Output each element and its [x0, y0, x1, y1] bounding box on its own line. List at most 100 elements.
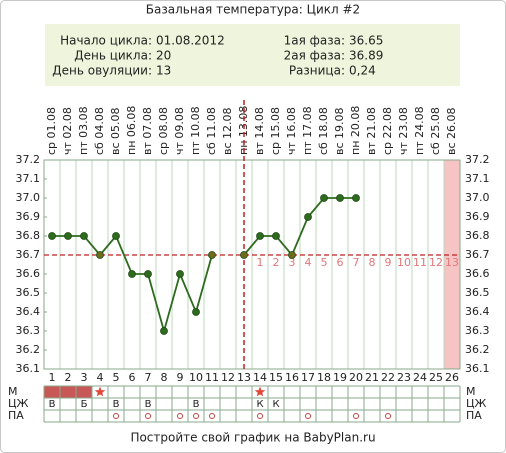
y-tick-label-right: 36.2 — [465, 343, 490, 356]
day-number: 13 — [237, 371, 251, 384]
info-value: 01.08.2012 — [156, 34, 225, 48]
intercourse-mark — [209, 413, 215, 419]
mucus-label: К — [272, 399, 279, 410]
menstruation-cell — [60, 386, 76, 398]
day-number: 11 — [205, 371, 219, 384]
row-label-right: ПА — [466, 409, 482, 422]
y-tick-label-right: 36.6 — [465, 267, 490, 280]
info-value: 36.89 — [349, 49, 383, 63]
luteal-day-number: 8 — [369, 256, 376, 269]
temperature-point — [256, 232, 264, 240]
luteal-day-number: 11 — [413, 256, 427, 269]
info-label: День цикла: — [74, 49, 152, 63]
date-label: чт 09.08 — [173, 107, 186, 155]
y-tick-label: 36.1 — [16, 362, 41, 375]
row-label-right: М — [466, 385, 476, 398]
date-label: пт 10.08 — [189, 106, 202, 155]
shaded-column — [444, 160, 460, 369]
date-label: вт 07.08 — [141, 107, 154, 155]
temperature-point — [80, 232, 88, 240]
star — [94, 386, 106, 397]
temperature-point — [352, 194, 360, 202]
mucus-label: В — [145, 399, 152, 410]
day-number: 25 — [429, 371, 443, 384]
day-number: 23 — [397, 371, 411, 384]
luteal-day-number: 7 — [353, 256, 360, 269]
y-tick-label: 36.4 — [16, 305, 41, 318]
menstruation-cell — [76, 386, 92, 398]
info-value: 0,24 — [349, 64, 376, 78]
date-label: чт 16.08 — [285, 107, 298, 155]
intercourse-mark — [385, 413, 391, 419]
info-value: 20 — [156, 49, 171, 63]
luteal-day-number: 6 — [337, 256, 344, 269]
star — [254, 386, 266, 397]
day-number: 6 — [129, 371, 136, 384]
temperature-point — [176, 270, 184, 278]
date-label: сб 04.08 — [93, 107, 106, 155]
intercourse-mark — [257, 413, 263, 419]
luteal-day-number: 10 — [397, 256, 411, 269]
row-label: М — [8, 385, 18, 398]
info-value: 36.65 — [349, 34, 383, 48]
plot-frame — [43, 159, 461, 370]
date-label: вс 12.08 — [221, 107, 234, 155]
day-number: 12 — [221, 371, 235, 384]
y-tick-label-right: 36.5 — [465, 286, 490, 299]
date-label: сб 11.08 — [205, 107, 218, 155]
date-label: сб 18.08 — [317, 107, 330, 155]
date-label: сб 25.08 — [429, 107, 442, 155]
temperature-point — [336, 194, 344, 202]
luteal-day-number: 1 — [257, 256, 264, 269]
temperature-point — [96, 251, 104, 259]
date-label: вт 14.08 — [253, 107, 266, 155]
temperature-point — [112, 232, 120, 240]
y-tick-label-right: 36.9 — [465, 210, 490, 223]
day-number: 7 — [145, 371, 152, 384]
luteal-day-number: 4 — [305, 256, 312, 269]
y-tick-label: 36.9 — [16, 210, 41, 223]
y-tick-label-right: 37.2 — [465, 153, 490, 166]
luteal-day-number: 12 — [429, 256, 443, 269]
y-tick-label-right: 36.1 — [465, 362, 490, 375]
temperature-point — [192, 308, 200, 316]
intercourse-mark — [145, 413, 151, 419]
info-box — [45, 24, 460, 86]
day-number: 26 — [445, 371, 459, 384]
y-tick-label: 36.5 — [16, 286, 41, 299]
temperature-point — [144, 270, 152, 278]
y-tick-label: 37.0 — [16, 191, 41, 204]
temperature-point — [240, 251, 248, 259]
date-label: ср 22.08 — [381, 107, 394, 155]
day-number: 18 — [317, 371, 331, 384]
temperature-point — [208, 251, 216, 259]
day-number: 5 — [113, 371, 120, 384]
day-number: 4 — [97, 371, 104, 384]
date-label: вт 21.08 — [365, 107, 378, 155]
day-number: 22 — [381, 371, 395, 384]
y-tick-label-right: 37.0 — [465, 191, 490, 204]
intercourse-mark — [353, 413, 359, 419]
day-number: 9 — [177, 371, 184, 384]
date-label: чт 02.08 — [61, 107, 74, 155]
day-number: 20 — [349, 371, 363, 384]
intercourse-mark — [177, 413, 183, 419]
info-label: Начало цикла: — [60, 34, 152, 48]
day-number: 14 — [253, 371, 267, 384]
intercourse-mark — [305, 413, 311, 419]
date-label: пт 17.08 — [301, 106, 314, 155]
y-tick-label-right: 36.8 — [465, 229, 490, 242]
temperature-point — [272, 232, 280, 240]
y-tick-label-right: 37.1 — [465, 172, 490, 185]
date-label: пт 24.08 — [413, 106, 426, 155]
info-label: 1ая фаза: — [284, 34, 345, 48]
date-label: вс 26.08 — [445, 107, 458, 155]
temperature-point — [128, 270, 136, 278]
date-label: ср 08.08 — [157, 107, 170, 155]
luteal-day-number: 5 — [321, 256, 328, 269]
row-label: ПА — [8, 409, 24, 422]
mucus-label: В — [49, 399, 56, 410]
info-value: 13 — [156, 64, 171, 78]
day-number: 17 — [301, 371, 315, 384]
